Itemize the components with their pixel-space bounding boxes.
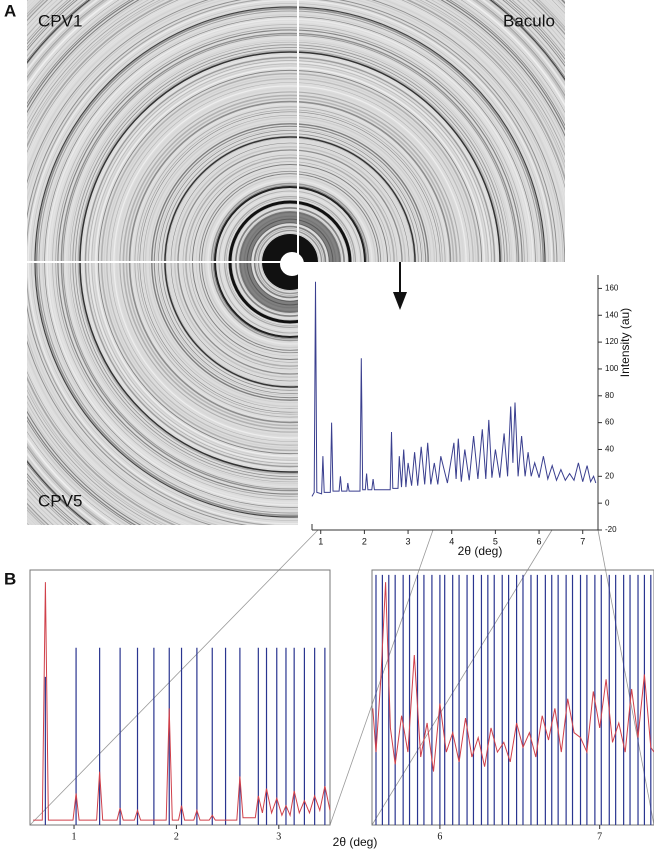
plot-frame	[29, 569, 331, 826]
y-tick-label: 0	[605, 498, 610, 507]
x-tick-label: 7	[597, 831, 602, 842]
y-tick-label: 40	[605, 445, 614, 454]
x-tick-label: 6	[437, 831, 442, 842]
ring	[27, 0, 564, 525]
arrow-head	[393, 292, 407, 310]
image-label: CPV5	[38, 491, 82, 510]
y-tick-label: 20	[605, 471, 614, 480]
x-tick-label: 7	[580, 536, 585, 546]
ring	[27, 0, 558, 525]
y-tick-label: 140	[605, 310, 619, 319]
y-tick-label: -20	[605, 525, 617, 534]
x-tick-label: 3	[406, 536, 411, 546]
ring	[27, 0, 555, 525]
ring	[27, 0, 561, 525]
diffraction-image	[27, 0, 565, 525]
data-line	[33, 582, 331, 821]
x-tick-label: 4	[449, 536, 454, 546]
x-axis-label: 2θ (deg)	[458, 544, 503, 558]
beam-center	[280, 252, 304, 276]
x-tick-label: 2	[174, 831, 179, 842]
data-line	[372, 582, 654, 772]
x-tick-label: 1	[72, 831, 77, 842]
zoom-connectors	[29, 529, 654, 826]
y-tick-label: 120	[605, 337, 619, 346]
x-tick-label: 1	[318, 536, 323, 546]
image-label: Baculo	[503, 11, 555, 30]
x-tick-label: 5	[493, 536, 498, 546]
plot-frame	[371, 569, 654, 826]
x-tick-label: 6	[537, 536, 542, 546]
panel-label: B	[4, 569, 16, 588]
image-label: CPV1	[38, 11, 82, 30]
panel-label: A	[4, 1, 16, 20]
y-tick-label: 60	[605, 418, 614, 427]
y-tick-label: 160	[605, 284, 619, 293]
x-tick-label: 3	[276, 831, 281, 842]
x-axis-label: 2θ (deg)	[333, 835, 378, 849]
y-axis-label: Intensity (au)	[618, 308, 632, 377]
data-line	[311, 281, 597, 497]
y-tick-label: 80	[605, 391, 614, 400]
y-tick-label: 100	[605, 364, 619, 373]
x-tick-label: 2	[362, 536, 367, 546]
ring	[27, 0, 565, 525]
